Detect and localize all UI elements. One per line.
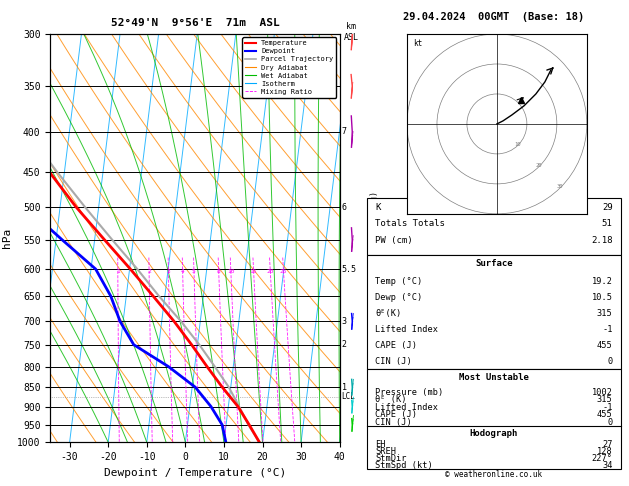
Text: 5.5: 5.5 xyxy=(342,264,357,274)
Text: 227°: 227° xyxy=(592,454,613,463)
Text: LCL: LCL xyxy=(342,393,355,401)
Bar xyxy=(367,198,621,255)
Text: 0: 0 xyxy=(608,357,613,366)
Text: 15: 15 xyxy=(250,269,257,274)
Text: 3: 3 xyxy=(342,317,347,326)
Text: 20: 20 xyxy=(267,269,274,274)
Text: 4: 4 xyxy=(181,269,184,274)
Text: 0: 0 xyxy=(608,418,613,427)
Text: Lifted Index: Lifted Index xyxy=(375,403,438,412)
Text: CAPE (J): CAPE (J) xyxy=(375,341,417,350)
Text: Totals Totals: Totals Totals xyxy=(375,219,445,228)
Y-axis label: hPa: hPa xyxy=(1,228,11,248)
Text: Temp (°C): Temp (°C) xyxy=(375,278,422,286)
Text: Hodograph: Hodograph xyxy=(470,429,518,438)
Text: Surface: Surface xyxy=(475,259,513,268)
Text: StmDir: StmDir xyxy=(375,454,406,463)
Text: 1: 1 xyxy=(116,269,120,274)
Text: 29.04.2024  00GMT  (Base: 18): 29.04.2024 00GMT (Base: 18) xyxy=(403,12,584,22)
Text: Lifted Index: Lifted Index xyxy=(375,325,438,334)
Text: 2: 2 xyxy=(147,269,151,274)
Text: θᴱ (K): θᴱ (K) xyxy=(375,395,406,404)
Bar xyxy=(367,255,621,369)
Text: EH: EH xyxy=(375,440,386,449)
Title: 52°49'N  9°56'E  71m  ASL: 52°49'N 9°56'E 71m ASL xyxy=(111,17,279,28)
Text: 29: 29 xyxy=(602,203,613,212)
Text: 8: 8 xyxy=(217,269,221,274)
Text: 30: 30 xyxy=(557,184,563,190)
Text: 25: 25 xyxy=(280,269,287,274)
Text: 1: 1 xyxy=(342,382,347,392)
Text: SREH: SREH xyxy=(375,447,396,456)
Text: kt: kt xyxy=(413,39,422,48)
Text: -1: -1 xyxy=(602,403,613,412)
Text: K: K xyxy=(375,203,381,212)
Text: 51: 51 xyxy=(602,219,613,228)
Text: 1002: 1002 xyxy=(592,387,613,397)
Text: 3: 3 xyxy=(167,269,170,274)
Text: 10: 10 xyxy=(515,142,521,147)
Text: km
ASL: km ASL xyxy=(343,22,359,42)
Text: © weatheronline.co.uk: © weatheronline.co.uk xyxy=(445,470,542,479)
Text: 2: 2 xyxy=(342,340,347,349)
Text: 315: 315 xyxy=(597,309,613,318)
Text: CAPE (J): CAPE (J) xyxy=(375,411,417,419)
Legend: Temperature, Dewpoint, Parcel Trajectory, Dry Adiabat, Wet Adiabat, Isotherm, Mi: Temperature, Dewpoint, Parcel Trajectory… xyxy=(242,37,336,98)
Text: 128: 128 xyxy=(597,447,613,456)
Bar xyxy=(367,369,621,469)
Text: 10: 10 xyxy=(227,269,235,274)
Text: Mixing Ratio (g/kg): Mixing Ratio (g/kg) xyxy=(370,191,379,286)
Text: 20: 20 xyxy=(536,163,542,168)
Text: -1: -1 xyxy=(602,325,613,334)
Text: 5: 5 xyxy=(192,269,196,274)
Text: 19.2: 19.2 xyxy=(592,278,613,286)
X-axis label: Dewpoint / Temperature (°C): Dewpoint / Temperature (°C) xyxy=(104,468,286,478)
Text: 455: 455 xyxy=(597,411,613,419)
Text: PW (cm): PW (cm) xyxy=(375,236,413,245)
Text: CIN (J): CIN (J) xyxy=(375,357,411,366)
Text: Dewp (°C): Dewp (°C) xyxy=(375,293,422,302)
Text: StmSpd (kt): StmSpd (kt) xyxy=(375,461,433,470)
Text: 6: 6 xyxy=(342,203,347,212)
Text: 315: 315 xyxy=(597,395,613,404)
Text: θᴱ(K): θᴱ(K) xyxy=(375,309,401,318)
Text: Most Unstable: Most Unstable xyxy=(459,373,529,382)
Text: 2.18: 2.18 xyxy=(591,236,613,245)
Text: 7: 7 xyxy=(342,127,347,136)
Text: CIN (J): CIN (J) xyxy=(375,418,411,427)
Text: 10.5: 10.5 xyxy=(592,293,613,302)
Text: 27: 27 xyxy=(602,440,613,449)
Text: 34: 34 xyxy=(602,461,613,470)
Text: Pressure (mb): Pressure (mb) xyxy=(375,387,443,397)
Text: 455: 455 xyxy=(597,341,613,350)
